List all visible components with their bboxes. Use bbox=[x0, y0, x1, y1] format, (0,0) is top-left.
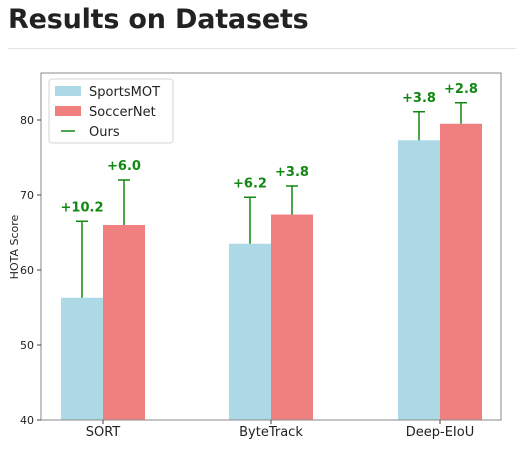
improvement-sportsmot-bytetrack bbox=[244, 196, 256, 244]
improvement-soccernet-sort bbox=[118, 179, 130, 225]
bar-sportsmot-deep-eiou bbox=[398, 140, 440, 420]
y-tick-label: 50 bbox=[20, 339, 34, 352]
y-tick-label: 80 bbox=[20, 114, 34, 127]
legend-label-sportsmot: SportsMOT bbox=[89, 85, 160, 100]
bar-soccernet-bytetrack bbox=[271, 214, 313, 420]
bar-sportsmot-bytetrack bbox=[229, 243, 271, 420]
legend-swatch-soccernet bbox=[55, 106, 81, 116]
improvement-label: +3.8 bbox=[275, 165, 309, 180]
legend-label-soccernet: SoccerNet bbox=[89, 105, 156, 120]
bar-soccernet-sort bbox=[103, 225, 145, 420]
legend-label-ours: Ours bbox=[89, 125, 120, 140]
improvement-label: +2.8 bbox=[444, 82, 478, 97]
title-divider bbox=[8, 48, 516, 49]
y-tick-label: 60 bbox=[20, 264, 34, 277]
legend-swatch-sportsmot bbox=[55, 86, 81, 96]
bar-sportsmot-sort bbox=[61, 297, 103, 420]
x-tick-label: ByteTrack bbox=[239, 425, 303, 440]
improvement-sportsmot-deep-eiou bbox=[413, 111, 425, 141]
y-tick-label: 40 bbox=[20, 414, 34, 427]
improvement-label: +6.2 bbox=[233, 176, 267, 191]
improvement-soccernet-deep-eiou bbox=[455, 102, 467, 124]
section-title: Results on Datasets bbox=[8, 4, 309, 35]
improvement-label: +10.2 bbox=[61, 200, 104, 215]
improvement-label: +6.0 bbox=[107, 159, 141, 174]
legend: SportsMOT SoccerNet Ours bbox=[48, 78, 174, 144]
x-tick-label: Deep-EIoU bbox=[406, 425, 474, 440]
improvement-label: +3.8 bbox=[402, 91, 436, 106]
x-tick-label: SORT bbox=[86, 425, 121, 440]
improvement-sportsmot-sort bbox=[76, 220, 88, 298]
improvement-soccernet-bytetrack bbox=[286, 185, 298, 215]
y-axis-title: HOTA Score bbox=[8, 214, 21, 279]
bar-soccernet-deep-eiou bbox=[440, 123, 482, 420]
y-tick-label: 70 bbox=[20, 189, 34, 202]
